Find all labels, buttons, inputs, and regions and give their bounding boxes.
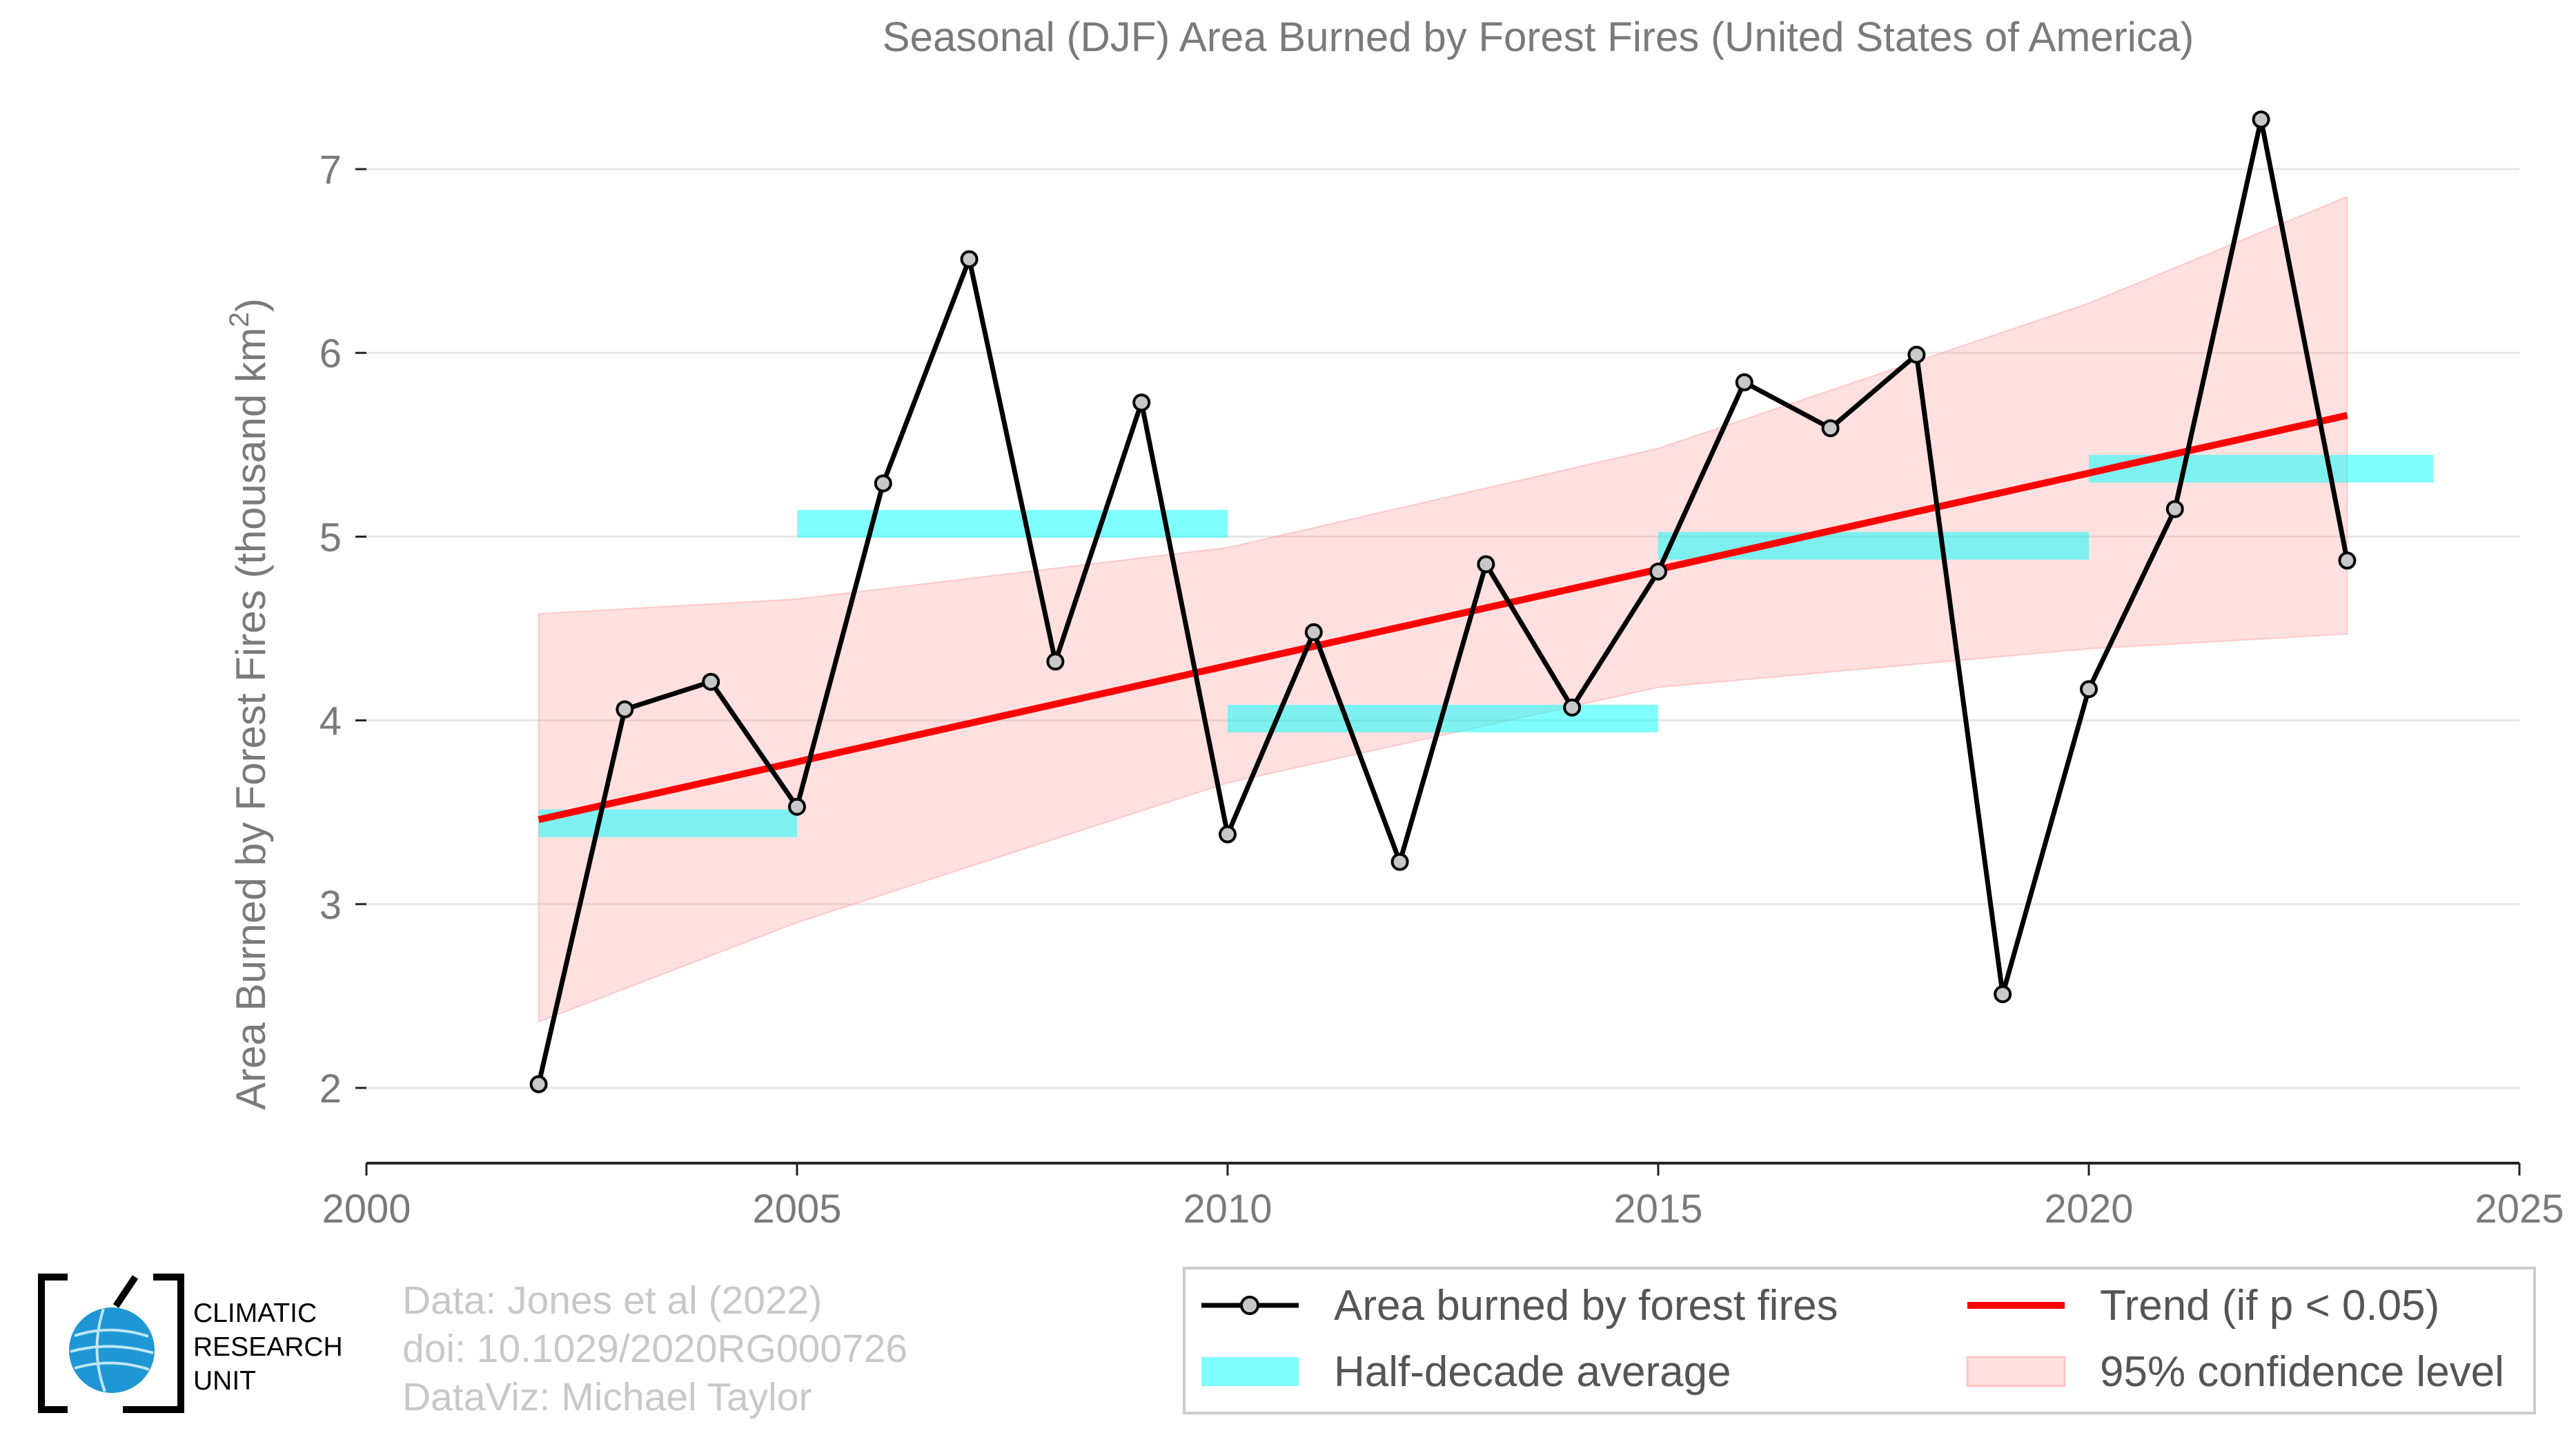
credit-doi: doi: 10.1029/2020RG000726 xyxy=(402,1327,907,1371)
y-tick-label-2: 2 xyxy=(319,1067,342,1111)
x-tick-label-2010: 2010 xyxy=(1183,1187,1272,1231)
chart-title: Seasonal (DJF) Area Burned by Forest Fir… xyxy=(883,14,2194,60)
data-point-2008 xyxy=(1046,652,1065,671)
series-line xyxy=(536,117,2350,1085)
y-axis-label-close: ) xyxy=(228,298,274,312)
legend: Area burned by forest fires Half-decade … xyxy=(1183,1267,2536,1414)
axes: 2 3 4 5 6 7 2000 2005 2010 2015 2020 2025 xyxy=(319,148,2564,1231)
globe-icon xyxy=(69,1307,155,1393)
y-tick-label-3: 3 xyxy=(319,883,342,928)
data-point-2022 xyxy=(2252,110,2270,129)
legend-halfdecade-label: Half-decade average xyxy=(1334,1348,1731,1396)
legend-series-marker xyxy=(1240,1296,1259,1315)
y-axis-label: Area Burned by Forest Fires (thousand km… xyxy=(224,298,274,1110)
data-point-2016 xyxy=(1735,373,1753,391)
data-point-2019 xyxy=(1994,985,2012,1004)
data-point-2011 xyxy=(1304,623,1323,641)
logo-text-line-3: UNIT xyxy=(193,1366,256,1396)
credits: Data: Jones et al (2022) doi: 10.1029/20… xyxy=(402,1278,907,1419)
y-tick-label-4: 4 xyxy=(319,699,342,744)
logo-bracket-left xyxy=(38,1274,68,1413)
x-tick-label-2020: 2020 xyxy=(2044,1187,2133,1231)
x-tick-label-2025: 2025 xyxy=(2475,1187,2564,1231)
data-point-2020 xyxy=(2080,680,2098,699)
logo-text-line-1: CLIMATIC xyxy=(193,1298,317,1328)
data-point-2009 xyxy=(1132,393,1151,412)
y-axis-label-main: Area Burned by Forest Fires (thousand km xyxy=(228,327,274,1110)
series xyxy=(529,110,2357,1093)
x-tick-label-2000: 2000 xyxy=(322,1187,411,1231)
data-point-2023 xyxy=(2338,552,2357,570)
legend-halfdecade-swatch xyxy=(1201,1357,1299,1386)
data-point-2007 xyxy=(960,250,979,269)
data-point-2006 xyxy=(874,474,892,493)
trend-line xyxy=(538,411,2348,824)
data-point-2021 xyxy=(2165,500,2184,518)
logo-slash xyxy=(112,1275,139,1308)
confidence-band xyxy=(538,195,2348,1023)
x-tick-label-2005: 2005 xyxy=(752,1187,841,1231)
data-point-2013 xyxy=(1477,555,1495,574)
y-tick-label-5: 5 xyxy=(319,515,342,560)
y-tick-label-7: 7 xyxy=(319,148,342,193)
credit-dataviz: DataViz: Michael Taylor xyxy=(402,1375,812,1419)
logo-bracket-right xyxy=(123,1274,184,1413)
data-point-2012 xyxy=(1390,853,1409,871)
y-tick-label-6: 6 xyxy=(319,331,342,376)
confidence-band-area xyxy=(538,195,2348,1023)
data-point-2003 xyxy=(616,700,634,719)
data-point-2010 xyxy=(1219,825,1237,844)
data-point-2018 xyxy=(1907,345,1926,364)
data-point-2002 xyxy=(529,1075,548,1093)
data-point-2017 xyxy=(1821,419,1840,438)
x-tick-label-2015: 2015 xyxy=(1613,1187,1702,1231)
data-point-2004 xyxy=(702,672,720,691)
legend-frame xyxy=(1183,1267,2536,1414)
data-point-2015 xyxy=(1649,562,1667,581)
data-point-2014 xyxy=(1563,698,1582,717)
legend-trend-label: Trend (if p < 0.05) xyxy=(2100,1282,2439,1330)
data-point-2005 xyxy=(788,797,806,816)
legend-series-label: Area burned by forest fires xyxy=(1334,1282,1838,1330)
logo-text-line-2: RESEARCH xyxy=(193,1332,343,1362)
legend-confidence-label: 95% confidence level xyxy=(2100,1348,2504,1396)
cru-logo: CLIMATIC RESEARCH UNIT xyxy=(38,1274,343,1413)
y-axis-label-superscript: 2 xyxy=(224,312,255,327)
credit-data: Data: Jones et al (2022) xyxy=(402,1278,822,1323)
legend-confidence-swatch xyxy=(1966,1356,2066,1387)
half-decade-bar-1 xyxy=(538,809,797,837)
trend xyxy=(538,411,2348,824)
